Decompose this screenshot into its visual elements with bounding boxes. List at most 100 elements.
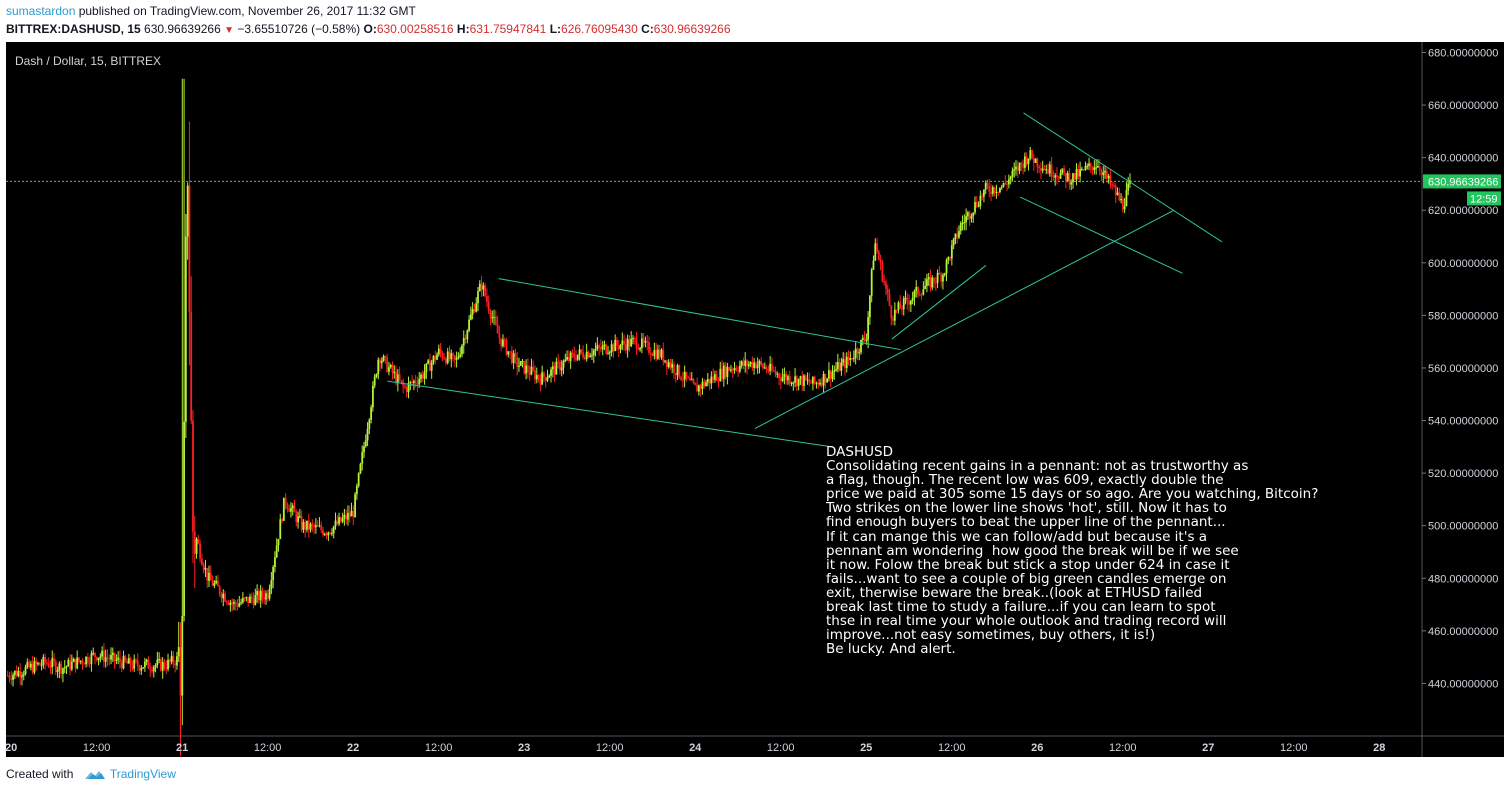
candle-body [747,364,750,367]
trendline[interactable] [498,278,901,351]
candle-body [83,663,86,665]
candle-body [44,656,47,663]
candle-body [646,341,649,343]
candle-body [388,367,390,372]
candle-body [874,243,877,261]
candle-body [261,590,264,597]
candle-body [518,365,520,368]
candle-body [1116,192,1119,195]
candle-body [706,378,709,383]
candle-body [931,277,934,288]
author-link[interactable]: sumastardon [6,4,76,18]
candle-body [407,383,410,393]
candle-body [184,236,187,422]
candle-body [566,356,568,360]
candle-body [977,206,980,208]
candle-body [471,309,474,315]
candle-body [815,382,818,384]
candle-body [722,365,725,379]
tradingview-link[interactable]: TradingView [109,767,176,781]
candle-body [1050,164,1053,177]
candle-body [379,359,381,364]
candle-body [373,376,376,386]
candle-body [1079,169,1082,177]
trendline[interactable] [1023,112,1223,243]
candle-body [313,525,316,528]
candle-body [715,374,718,381]
candle-body [965,216,968,223]
candle-body [970,216,973,219]
candle-body [730,369,732,371]
candle-body [331,533,333,535]
candle-body [404,386,406,388]
candle-body [674,373,677,376]
trendline[interactable] [1019,196,1183,274]
candle-body [690,379,693,381]
time-axis-background [6,736,1504,757]
candle-body [147,659,150,669]
candle-body [708,378,711,384]
candle-body [626,339,629,351]
trendline[interactable] [891,265,987,340]
y-tick-label: 580.00000000 [1428,310,1498,322]
candle-body [322,530,324,535]
candle-body [639,347,642,350]
candle-body [316,525,319,527]
candle-body [714,374,716,380]
candle-body [888,293,891,306]
candle-body [482,285,485,290]
candle-body [943,273,946,276]
candle-body [384,356,387,358]
candle-body [507,351,510,355]
candle-body [277,539,280,546]
candle-body [158,659,161,661]
candle-body [62,668,64,674]
candle-body [1025,156,1028,165]
candle-body [632,338,634,340]
candle-body [961,222,964,224]
price-axis[interactable]: 680.00000000 660.00000000 640.00000000 620.… [1422,48,1498,691]
candle-body [97,657,100,661]
trendline-group[interactable] [387,112,1223,448]
candle-body [567,356,570,361]
candle-body [127,658,130,664]
candle-body [24,667,27,675]
candle-body [799,376,802,379]
candle-body [136,660,139,667]
candle-body [1059,172,1062,179]
trendline[interactable] [754,209,1175,429]
candle-body [530,366,533,375]
candle-body [502,339,504,347]
time-axis[interactable]: 20 12:00 21 12:00 22 12:00 23 12:00 24 12:00 25 12:… [5,742,1385,754]
candle-body [190,311,193,421]
candle-body [156,659,159,666]
trendline[interactable] [387,380,833,448]
candle-body [1113,185,1115,187]
candle-body [200,558,203,565]
candle-body [270,580,273,589]
candle-body [929,277,932,288]
x-tick-label: 28 [1373,742,1385,754]
candle-body [416,383,419,385]
y-tick-label: 460.00000000 [1428,626,1498,638]
annotation-text[interactable]: DASHUSD Consolidating recent gains in a p… [826,445,1386,657]
candle-body [65,666,68,668]
candle-body [1109,175,1112,185]
candle-body [954,233,957,239]
candle-body [692,379,695,383]
candle-body [475,303,478,312]
candle-body [685,371,688,378]
candle-body [152,667,155,672]
candle-body [746,360,748,367]
x-tick-label: 12:00 [1280,742,1308,754]
annotation-line: a flag, though. The recent low was 609, … [826,472,1224,489]
candle-body [776,373,779,375]
candle-body [788,376,791,384]
candle-body [478,283,481,292]
candle-body [245,597,248,599]
candle-body [199,543,202,559]
candle-body [503,339,506,341]
candle-body [85,656,87,665]
candle-body [233,602,235,604]
